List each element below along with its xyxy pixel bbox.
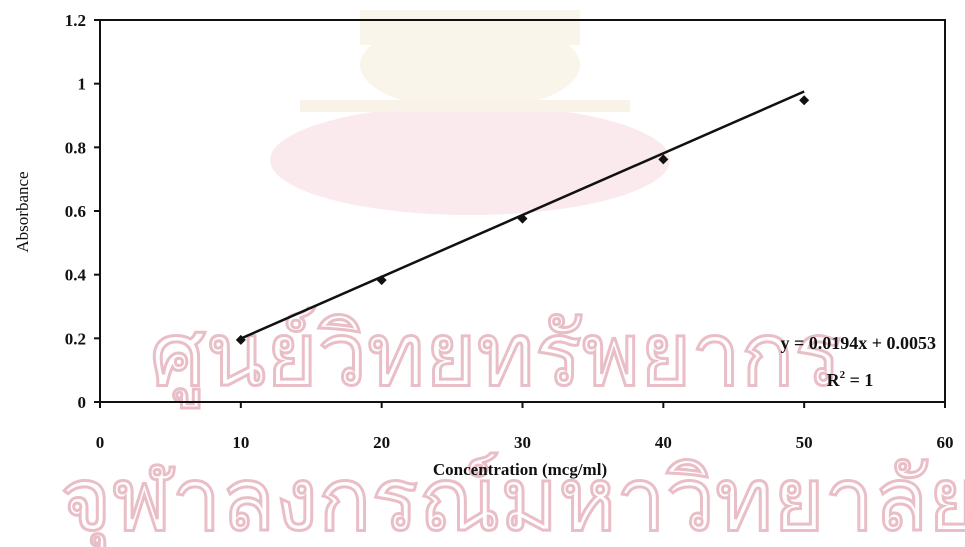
- r-squared-sup: 2: [840, 369, 846, 381]
- watermark: ศูนย์วิทยทรัพยากร จุฬาลงกรณ์มหาวิทยาลัย: [59, 10, 965, 547]
- data-point: [658, 154, 669, 165]
- y-axis-title: Absorbance: [13, 171, 32, 252]
- data-point: [517, 213, 528, 224]
- r-squared-suffix: = 1: [845, 370, 873, 390]
- x-tick-label: 20: [373, 433, 390, 452]
- data-point: [799, 95, 810, 106]
- x-axis-title: Concentration (mcg/ml): [433, 460, 607, 479]
- axis-tick-labels: 0 0.2 0.4 0.6 0.8 1 1.2 0 10 20 30 40 50 60: [65, 11, 954, 452]
- trendline-equation: y = 0.0194x + 0.0053: [780, 333, 936, 353]
- y-tick-label: 0.6: [65, 202, 86, 221]
- y-tick-label: 0.8: [65, 138, 86, 157]
- x-tick-label: 60: [937, 433, 954, 452]
- r-squared-prefix: R: [827, 370, 841, 390]
- axis-ticks: [94, 19, 946, 408]
- y-tick-label: 0: [78, 393, 87, 412]
- x-tick-label: 30: [514, 433, 531, 452]
- y-tick-label: 1.2: [65, 11, 86, 30]
- y-tick-label: 0.2: [65, 329, 86, 348]
- data-point: [376, 275, 387, 286]
- watermark-line-2: จุฬาลงกรณ์มหาวิทยาลัย: [60, 448, 965, 547]
- data-point: [235, 334, 246, 345]
- watermark-seal: [270, 10, 670, 215]
- r-squared-label: R2 = 1: [827, 369, 874, 390]
- watermark-line-1: ศูนย์วิทยทรัพยากร: [150, 303, 841, 408]
- x-tick-label: 50: [796, 433, 813, 452]
- data-points: [235, 95, 810, 345]
- y-tick-label: 1: [78, 75, 87, 94]
- y-tick-label: 0.4: [65, 266, 87, 285]
- x-tick-label: 0: [96, 433, 105, 452]
- x-tick-label: 40: [655, 433, 672, 452]
- x-tick-label: 10: [232, 433, 249, 452]
